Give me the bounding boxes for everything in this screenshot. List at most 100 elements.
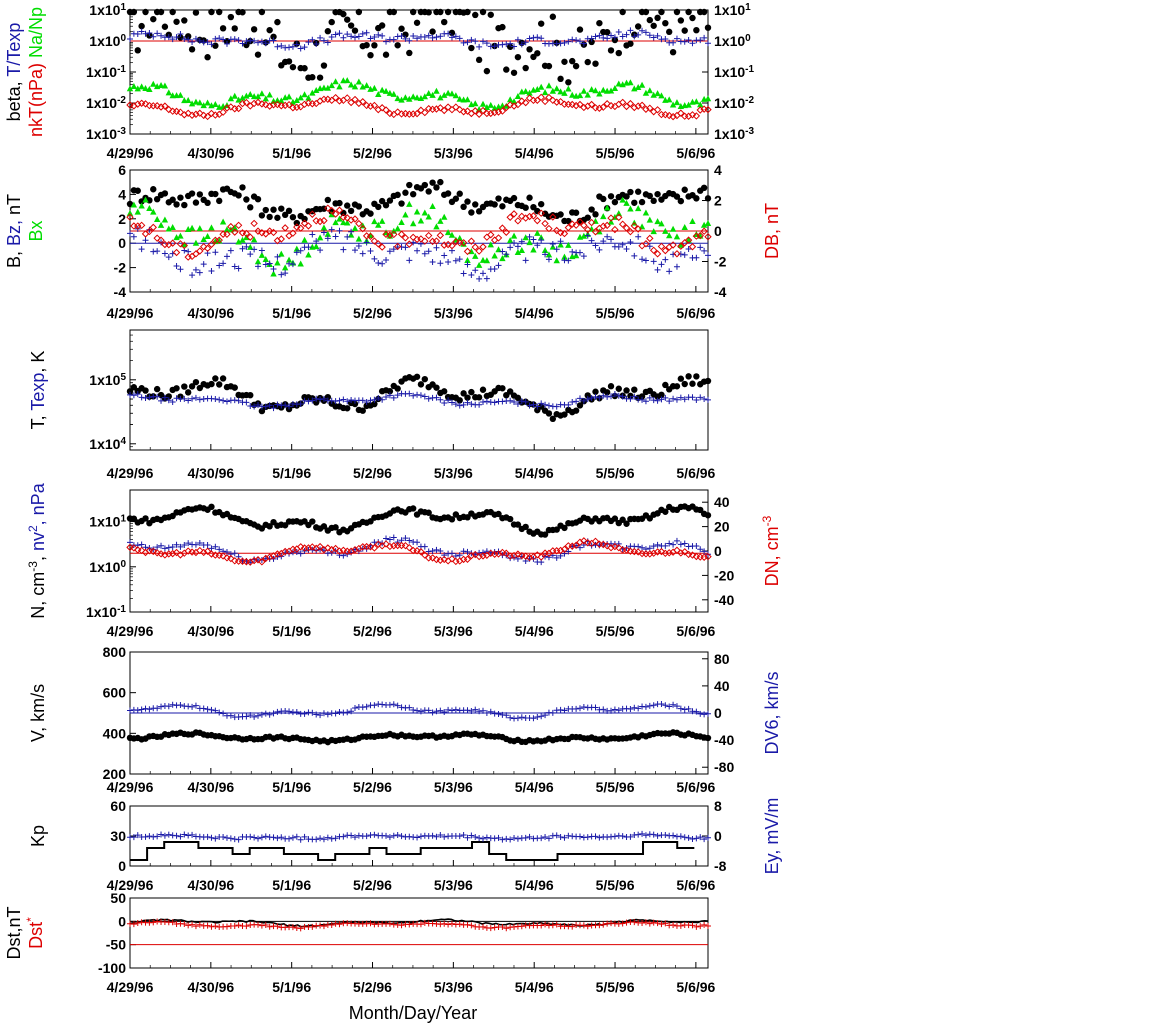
data-point-triangle xyxy=(697,101,704,108)
data-point-diamond xyxy=(560,545,569,553)
data-point-triangle xyxy=(351,83,359,90)
y-tick-label: 1x10-3 xyxy=(86,126,126,143)
data-point-dot xyxy=(216,197,223,205)
data-point-plus xyxy=(619,833,626,840)
data-point-plus xyxy=(212,923,219,930)
data-point-diamond xyxy=(642,240,650,248)
data-point-plus xyxy=(320,37,327,44)
data-point-triangle xyxy=(483,103,491,110)
data-point-plus xyxy=(569,248,576,255)
data-point-triangle xyxy=(390,90,397,97)
data-point-plus xyxy=(208,834,215,841)
data-point-plus xyxy=(223,834,230,841)
x-tick-label: 5/4/96 xyxy=(515,465,554,481)
data-point-plus xyxy=(301,44,308,51)
data-point-diamond xyxy=(203,244,212,253)
data-point-plus xyxy=(693,708,700,715)
data-point-diamond xyxy=(556,97,565,106)
data-point-plus xyxy=(220,260,227,267)
data-point-plus xyxy=(286,835,293,842)
data-point-plus xyxy=(503,925,510,932)
data-point-plus xyxy=(185,922,192,929)
data-point-plus xyxy=(437,33,444,40)
data-point-plus xyxy=(619,393,626,400)
data-point-dot xyxy=(324,196,332,204)
data-point-triangle xyxy=(425,213,432,220)
data-point-plus xyxy=(561,550,568,557)
data-point-dot xyxy=(289,63,297,71)
data-point-plus xyxy=(654,920,661,927)
data-point-plus xyxy=(340,833,347,840)
data-point-plus xyxy=(425,707,432,714)
data-point-triangle xyxy=(545,251,553,258)
data-point-dot xyxy=(693,26,700,34)
data-point-plus xyxy=(220,36,227,43)
data-point-plus xyxy=(146,706,153,713)
data-point-triangle xyxy=(130,201,138,208)
data-point-triangle xyxy=(580,87,588,94)
data-point-plus xyxy=(565,38,572,45)
data-point-plus xyxy=(189,921,196,928)
data-point-plus xyxy=(670,541,677,548)
data-point-diamond xyxy=(564,223,573,232)
data-point-plus xyxy=(305,244,312,251)
data-point-plus xyxy=(223,548,230,555)
y-tick-label: -2 xyxy=(114,260,127,276)
data-point-plus xyxy=(499,836,506,843)
kp-step-line xyxy=(130,841,695,861)
data-point-triangle xyxy=(514,249,522,256)
data-point-plus xyxy=(464,39,471,46)
data-point-plus xyxy=(522,834,529,841)
data-point-dot xyxy=(266,26,273,34)
data-point-plus xyxy=(522,257,529,264)
data-point-dot xyxy=(522,523,529,531)
data-point-triangle xyxy=(506,96,514,103)
x-tick-label: 5/6/96 xyxy=(676,145,715,161)
data-point-plus xyxy=(553,246,560,253)
data-point-plus xyxy=(386,920,393,927)
data-point-diamond xyxy=(258,229,266,237)
data-point-plus xyxy=(526,35,533,42)
data-point-triangle xyxy=(421,93,429,100)
data-point-plus xyxy=(491,835,498,842)
data-point-plus xyxy=(317,247,324,254)
y-axis-label: Dst,nT xyxy=(4,906,24,959)
data-point-diamond xyxy=(184,547,192,555)
data-point-plus xyxy=(642,257,649,264)
data-point-plus xyxy=(223,923,230,930)
data-point-plus xyxy=(406,390,413,397)
data-point-plus xyxy=(127,36,133,43)
data-point-triangle xyxy=(615,80,622,87)
data-point-triangle xyxy=(285,256,293,263)
data-point-plus xyxy=(483,834,490,841)
data-point-dot xyxy=(340,209,347,217)
data-point-diamond xyxy=(669,112,677,121)
data-point-plus xyxy=(406,37,413,44)
data-point-diamond xyxy=(126,213,134,221)
data-point-plus xyxy=(639,830,646,837)
data-point-dot xyxy=(456,190,463,197)
data-point-triangle xyxy=(693,98,700,105)
data-point-diamond xyxy=(254,556,262,564)
data-point-triangle xyxy=(518,246,525,253)
data-point-plus xyxy=(507,836,514,843)
data-point-plus xyxy=(258,247,265,254)
data-point-plus xyxy=(243,713,250,720)
data-point-plus xyxy=(483,275,490,282)
data-point-triangle xyxy=(192,239,200,246)
data-point-plus xyxy=(336,397,343,404)
data-point-dot xyxy=(479,8,487,16)
data-point-diamond xyxy=(521,98,530,107)
data-point-triangle xyxy=(522,234,529,241)
data-point-plus xyxy=(576,38,583,45)
data-point-plus xyxy=(185,540,192,547)
data-point-plus xyxy=(386,248,393,255)
data-point-dot xyxy=(386,197,394,204)
data-point-diamond xyxy=(203,547,212,555)
data-point-plus xyxy=(514,715,521,722)
data-point-dot xyxy=(266,523,273,530)
data-point-diamond xyxy=(393,242,402,251)
data-point-plus xyxy=(642,398,649,405)
